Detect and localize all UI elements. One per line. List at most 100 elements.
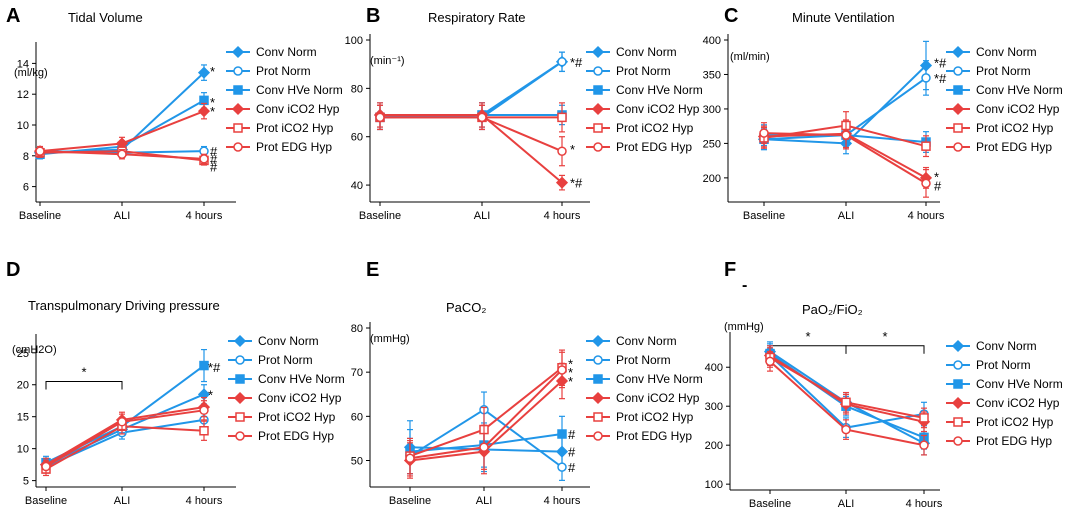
legend-marker	[591, 45, 605, 59]
legend-label: Prot EDG Hyp	[616, 429, 692, 443]
significance-mark: *	[570, 142, 575, 157]
bracket-label: *	[882, 329, 887, 344]
y-unit-label: (min⁻¹)	[370, 55, 405, 67]
legend-marker	[233, 142, 243, 152]
significance-mark: #	[210, 152, 218, 167]
x-tick-label: ALI	[838, 210, 855, 222]
legend-marker	[233, 391, 247, 405]
data-point	[919, 413, 929, 423]
y-unit-label: (ml/min)	[730, 51, 770, 63]
significance-mark: *#	[570, 176, 583, 191]
series-prot-edg-hyp	[41, 400, 209, 474]
legend-marker	[591, 391, 605, 405]
legend-label: Conv HVe Norm	[976, 83, 1063, 97]
legend-marker	[593, 85, 603, 95]
y-tick-label: 40	[351, 180, 363, 192]
legend-label: Conv iCO2 Hyp	[258, 391, 342, 405]
data-point	[557, 57, 567, 67]
legend-marker	[951, 102, 965, 116]
legend-label: Conv iCO2 Hyp	[976, 396, 1060, 410]
legend-marker	[953, 85, 963, 95]
series-prot-edg-hyp	[765, 351, 929, 456]
y-tick-label: 200	[703, 173, 721, 185]
legend-label: Conv HVe Norm	[616, 83, 703, 97]
significance-bracket	[845, 345, 925, 354]
legend-label: Prot EDG Hyp	[976, 434, 1052, 448]
legend-label: Conv HVe Norm	[256, 83, 343, 97]
x-tick-label: ALI	[838, 498, 855, 510]
x-tick-label: ALI	[476, 495, 493, 507]
data-point	[557, 365, 567, 375]
series-prot-edg-hyp	[405, 351, 567, 477]
x-tick-label: Baseline	[749, 498, 791, 510]
legend-marker	[593, 355, 603, 365]
legend-marker	[591, 102, 605, 116]
legend-label: Prot iCO2 Hyp	[616, 410, 694, 424]
x-tick-label: Baseline	[359, 210, 401, 222]
panel-e: E PaCO₂ (mmHg) 50 60 70 80 Baseline ALI 4 hours Co…	[351, 259, 703, 507]
legend-marker	[231, 102, 245, 116]
legend-label: Prot Norm	[976, 358, 1031, 372]
y-tick-label: 300	[705, 401, 723, 413]
legend-label: Conv iCO2 Hyp	[616, 391, 700, 405]
legend-label: Prot EDG Hyp	[976, 140, 1052, 154]
legend-marker	[233, 66, 243, 76]
legend-label: Prot iCO2 Hyp	[976, 415, 1054, 429]
significance-mark: #	[568, 445, 576, 460]
panel-letter: A	[6, 5, 20, 27]
x-tick-label: 4 hours	[544, 495, 581, 507]
legend-marker	[235, 355, 245, 365]
significance-mark: *	[568, 356, 573, 371]
data-point	[199, 426, 209, 436]
legend-marker	[953, 417, 963, 427]
legend-label: Conv Norm	[616, 334, 677, 348]
data-point	[557, 462, 567, 472]
x-tick-label: ALI	[114, 495, 131, 507]
chart-title: PaO₂/FiO₂	[802, 302, 863, 317]
significance-mark: *	[210, 95, 215, 110]
x-tick-label: 4 hours	[544, 210, 581, 222]
significance-mark: *#	[934, 71, 947, 86]
significance-bracket	[769, 345, 847, 354]
y-tick-label: 12	[17, 89, 29, 101]
significance-mark: *	[210, 104, 215, 119]
significance-mark: *	[568, 374, 573, 389]
panel-f: F- PaO₂/FiO₂ (mmHg) 100 200 300 400 Baseline ALI…	[705, 259, 1063, 510]
y-tick-label: 10	[17, 444, 29, 456]
data-point	[117, 417, 127, 427]
y-tick-label: 80	[351, 83, 363, 95]
x-tick-label: 4 hours	[906, 498, 943, 510]
significance-mark: #	[568, 460, 576, 475]
data-point	[479, 442, 489, 452]
y-tick-label: 200	[705, 440, 723, 452]
x-tick-label: 4 hours	[186, 495, 223, 507]
legend-label: Prot iCO2 Hyp	[976, 121, 1054, 135]
legend-label: Prot EDG Hyp	[616, 140, 692, 154]
data-point	[375, 112, 385, 123]
bracket-label: *	[81, 365, 86, 380]
chart-title: Tidal Volume	[68, 10, 143, 25]
legend-label: Prot Norm	[258, 353, 313, 367]
significance-mark: *#	[934, 56, 947, 71]
y-tick-label: 250	[703, 138, 721, 150]
legend-label: Prot Norm	[256, 64, 311, 78]
series-line	[380, 116, 563, 153]
significance-bracket	[45, 381, 123, 390]
significance-mark: *	[568, 365, 573, 380]
legend-marker	[233, 85, 243, 95]
y-unit-label: (mmHg)	[370, 333, 410, 345]
legend-marker	[593, 412, 603, 422]
significance-mark: *	[210, 64, 215, 79]
legend-marker	[591, 334, 605, 348]
data-point	[557, 146, 567, 156]
data-point	[765, 356, 775, 367]
y-unit-label: (mmHg)	[724, 321, 764, 333]
x-tick-label: ALI	[474, 210, 491, 222]
legend-marker	[951, 339, 965, 353]
legend-marker	[593, 431, 603, 441]
x-tick-label: 4 hours	[186, 210, 223, 222]
data-point	[117, 149, 127, 160]
y-tick-label: 10	[17, 120, 29, 132]
y-tick-label: 20	[17, 380, 29, 392]
data-point	[921, 73, 931, 83]
